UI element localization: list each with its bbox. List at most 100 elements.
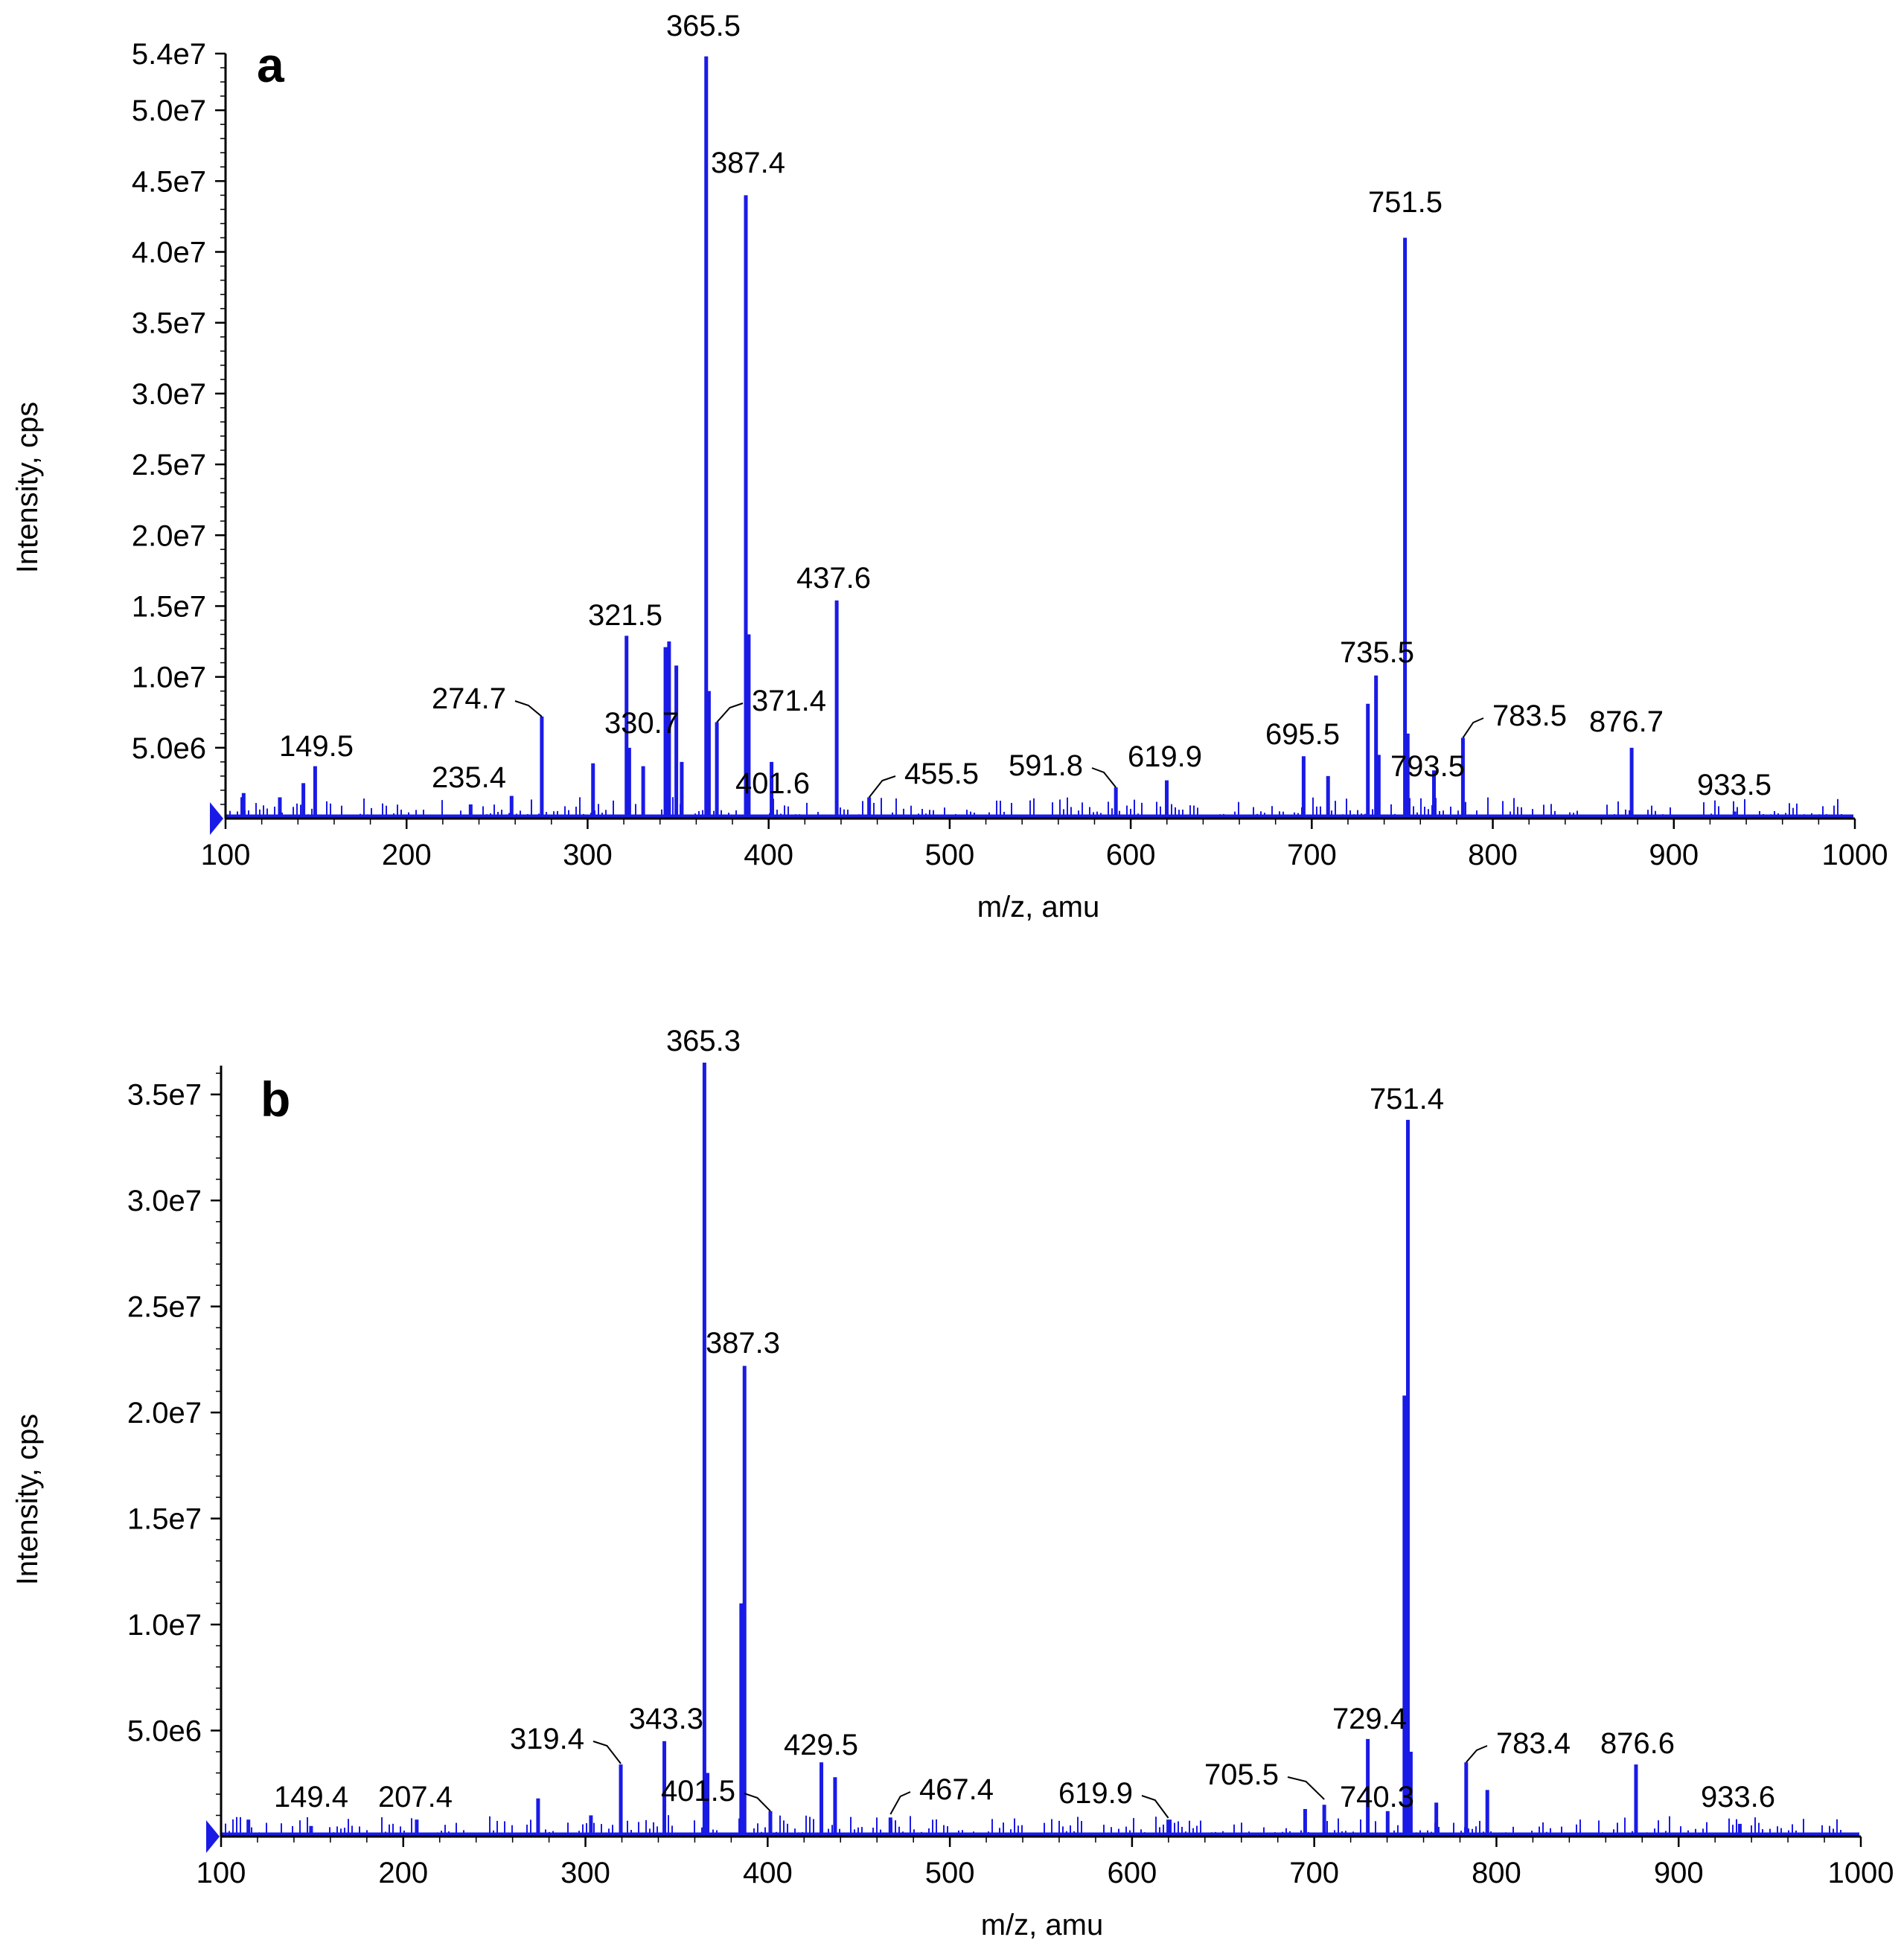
y-tick-label: 2.0e7: [127, 1397, 202, 1430]
peak-label: 455.5: [904, 758, 979, 790]
y-tick-label: 3.5e7: [127, 1079, 202, 1112]
label-leader-line: [716, 702, 744, 723]
x-tick-label: 200: [378, 1857, 428, 1889]
x-tick-label: 100: [197, 1857, 246, 1889]
peak-labels-b: 149.4 207.4 319.4 343.3 365.3 387.3 401.5 429.5…: [274, 1025, 1775, 1819]
peak-label: 274.7: [432, 682, 506, 715]
x-tick-label: 900: [1654, 1857, 1704, 1889]
peaks-b: [246, 1063, 1742, 1837]
peak-label: 387.3: [706, 1327, 780, 1360]
peak-label: 207.4: [378, 1781, 453, 1813]
y-tick-label: 3.0e7: [127, 1185, 202, 1217]
y-tick-label: 2.5e7: [132, 449, 206, 481]
peak-label: 783.5: [1492, 700, 1567, 732]
x-axis-title-b: m/z, amu: [981, 1909, 1103, 1940]
peak-label: 933.5: [1697, 769, 1772, 801]
peak-label: 149.5: [279, 730, 354, 763]
label-leader-line: [744, 1793, 771, 1812]
x-tick-label: 800: [1472, 1857, 1521, 1889]
spectrum-panel-b: b m/z, amu Intensity, cps 100 200 300 400 50…: [11, 1025, 1894, 1940]
x-tick-label: 800: [1468, 839, 1518, 871]
peak-label: 387.4: [711, 147, 785, 179]
peak-label: 729.4: [1332, 1703, 1407, 1735]
x-tick-label: 1000: [1828, 1857, 1894, 1889]
x-tick-label: 200: [382, 839, 432, 871]
x-tick-label: 900: [1649, 839, 1699, 871]
peak-label: 401.5: [661, 1775, 735, 1808]
label-leader-line: [1091, 767, 1116, 788]
spectrum-panel-a: a m/z, amu Intensity, cps 100 200 300 400 50…: [11, 10, 1888, 923]
peak-label: 695.5: [1265, 718, 1340, 751]
peak-label: 330.7: [604, 707, 679, 740]
label-leader-line: [1287, 1776, 1325, 1800]
y-tick-label: 1.0e7: [132, 662, 206, 694]
y-tick-label: 5.0e6: [132, 732, 206, 765]
peaks-a: [241, 56, 1737, 819]
y-axis-title-a: Intensity, cps: [11, 402, 44, 573]
peak-label: 371.4: [752, 685, 826, 717]
x-tick-label: 300: [563, 839, 613, 871]
panel-label-a: a: [257, 37, 285, 92]
axis-ticks-b: 100 200 300 400 500 600 700 800 900 1000 5.0e6 1.0e…: [127, 1072, 1894, 1889]
peak-label: 751.4: [1370, 1083, 1444, 1115]
peak-label: 319.4: [510, 1723, 584, 1755]
peak-label: 467.4: [919, 1773, 994, 1806]
x-tick-label: 400: [743, 1857, 793, 1889]
peak-label: 735.5: [1340, 636, 1414, 669]
peak-label: 343.3: [629, 1703, 703, 1735]
y-tick-label: 4.5e7: [132, 165, 206, 198]
peak-label: 751.5: [1368, 186, 1443, 219]
x-tick-label: 1000: [1822, 839, 1888, 871]
peak-label: 793.5: [1390, 750, 1465, 783]
y-tick-label: 5.0e7: [132, 95, 206, 127]
y-tick-label: 5.4e7: [132, 38, 206, 71]
y-tick-label: 4.0e7: [132, 237, 206, 269]
axis-origin-marker-a: [210, 802, 223, 835]
y-tick-label: 1.0e7: [127, 1609, 202, 1642]
peak-label: 740.3: [1340, 1781, 1414, 1813]
y-tick-label: 5.0e6: [127, 1715, 202, 1748]
x-tick-label: 300: [560, 1857, 610, 1889]
axis-ticks-a: 100 200 300 400 500 600 700 800 900 1000 5.0e6 1.0e…: [132, 38, 1888, 871]
y-tick-label: 2.0e7: [132, 519, 206, 552]
peak-label: 876.7: [1589, 705, 1664, 738]
panel-label-b: b: [261, 1072, 290, 1127]
label-leader-line: [1462, 717, 1484, 739]
axis-origin-marker-b: [206, 1820, 220, 1853]
x-tick-label: 500: [925, 839, 975, 871]
peak-label: 321.5: [588, 599, 662, 632]
label-leader-line: [1141, 1795, 1169, 1819]
peak-label: 705.5: [1204, 1758, 1279, 1791]
y-axis-title-b: Intensity, cps: [11, 1414, 44, 1585]
y-tick-label: 1.5e7: [132, 590, 206, 623]
peak-label: 365.3: [666, 1025, 741, 1057]
peak-label: 619.9: [1128, 740, 1202, 773]
label-leader-line: [889, 1791, 911, 1815]
peak-label: 933.6: [1701, 1781, 1775, 1813]
label-leader-line: [514, 700, 543, 717]
peak-labels-a: 149.5 235.4 274.7 321.5 330.7 365.5 371.4 387.4…: [279, 10, 1772, 801]
x-tick-label: 100: [201, 839, 251, 871]
x-tick-label: 500: [925, 1857, 975, 1889]
x-tick-label: 600: [1106, 839, 1156, 871]
y-tick-label: 2.5e7: [127, 1291, 202, 1324]
peak-label: 619.9: [1058, 1777, 1133, 1810]
x-axis-title-a: m/z, amu: [977, 891, 1099, 923]
peak-label: 591.8: [1009, 749, 1083, 782]
x-tick-label: 600: [1108, 1857, 1157, 1889]
peak-label: 429.5: [784, 1729, 858, 1761]
x-tick-label: 700: [1289, 1857, 1339, 1889]
peak-label: 365.5: [666, 10, 741, 42]
x-tick-label: 400: [744, 839, 793, 871]
peak-label: 235.4: [432, 761, 506, 794]
peak-label: 437.6: [796, 562, 871, 595]
peak-label: 783.4: [1496, 1727, 1571, 1760]
label-leader-line: [1466, 1745, 1488, 1763]
peak-label: 401.6: [735, 767, 810, 800]
y-tick-label: 3.0e7: [132, 378, 206, 411]
label-leader-line: [592, 1741, 622, 1764]
x-tick-label: 700: [1287, 839, 1337, 871]
peak-label: 876.6: [1600, 1727, 1675, 1760]
